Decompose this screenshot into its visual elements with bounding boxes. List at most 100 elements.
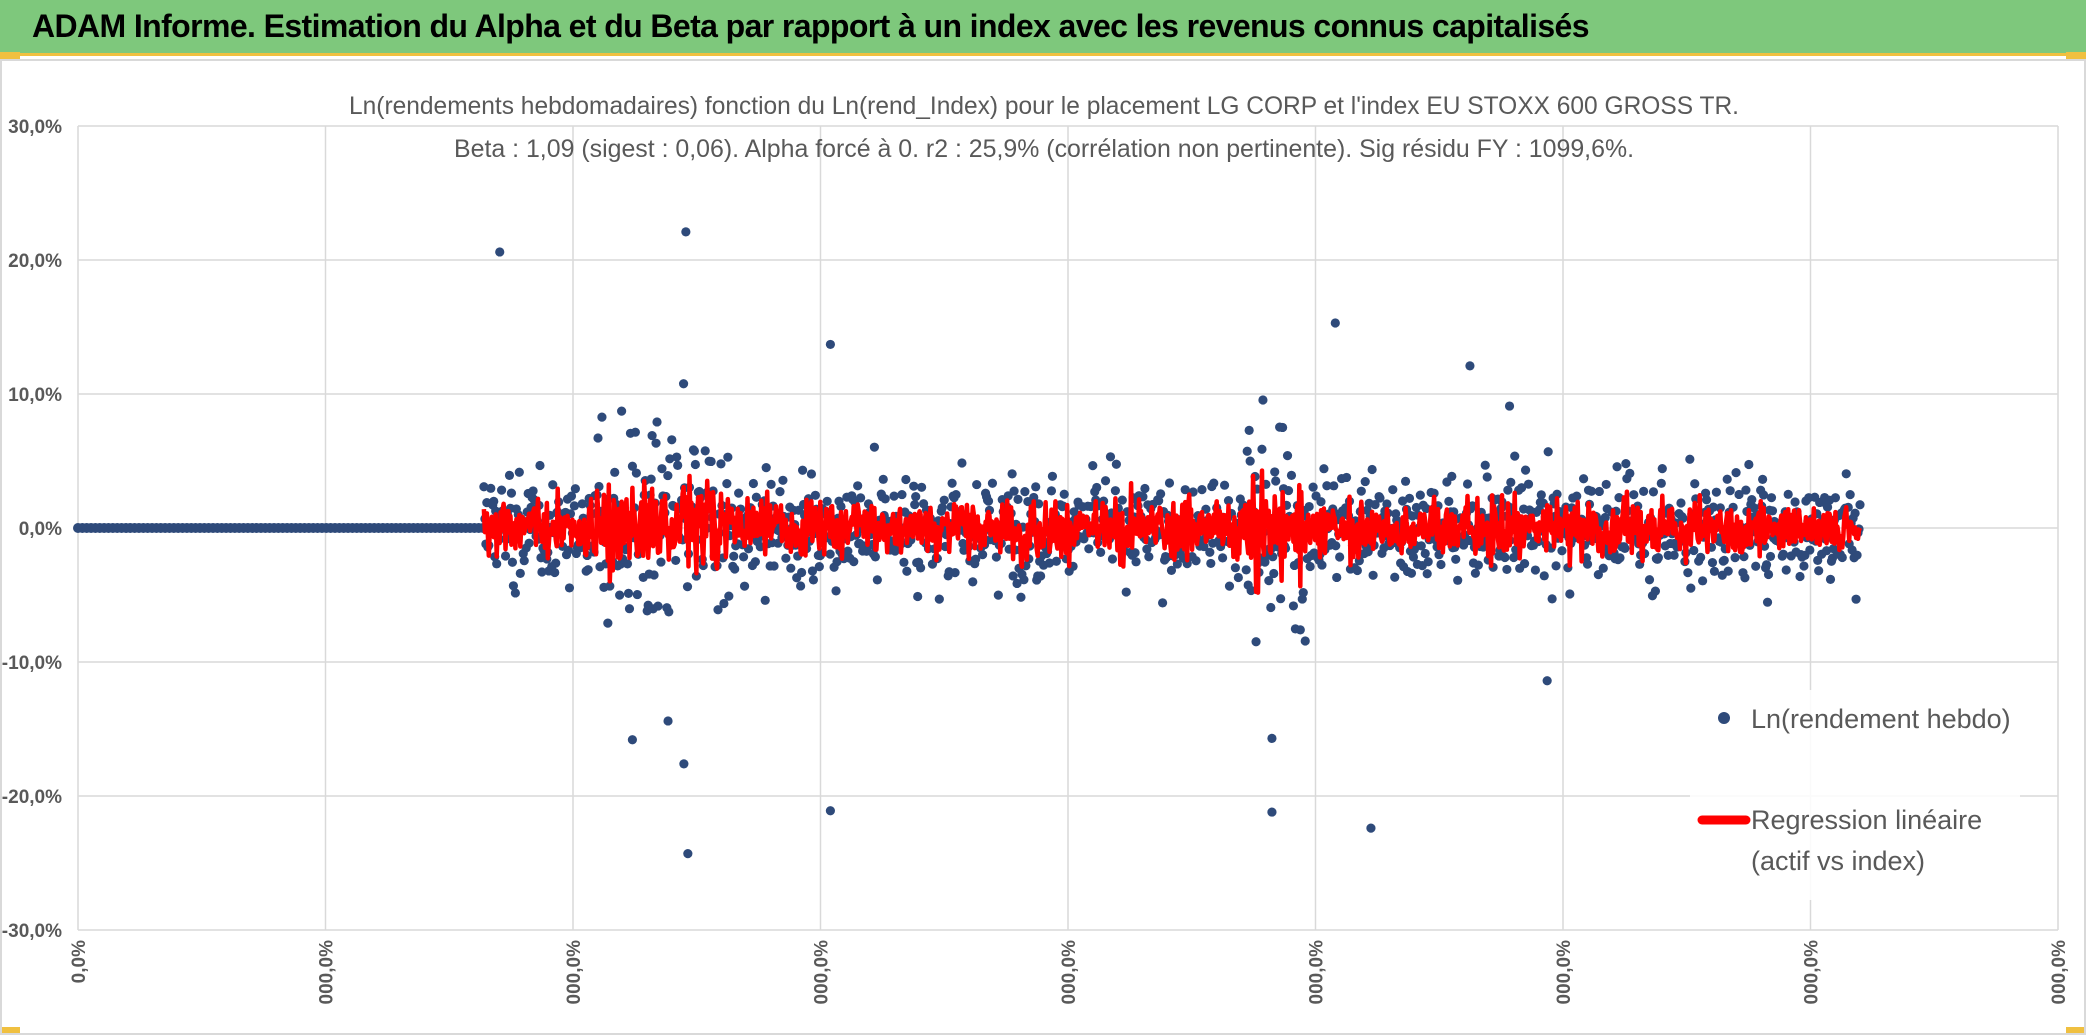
scatter-point [1766,493,1777,503]
scatter-point [1520,465,1531,475]
scatter-point [1283,485,1294,496]
scatter-point [1180,485,1190,495]
scatter-point [913,591,923,602]
scatter-point [853,481,863,491]
scatter-point [1332,572,1342,583]
scatter-point [1822,502,1833,512]
scatter-point [1199,541,1209,552]
scatter-point [1480,460,1490,470]
scatter-point [1759,541,1770,551]
corner-marker-left [0,52,20,60]
scatter-point [1288,601,1299,611]
scatter-point [492,559,502,569]
scatter-point [1329,481,1339,491]
scatter-point [748,478,759,489]
scatter-point [1669,550,1679,560]
scatter-point [630,427,640,437]
scatter-point [889,491,899,501]
scatter-point [510,588,520,598]
scatter-point [1096,547,1106,557]
y-tick-label: 20,0% [8,251,62,272]
scatter-point [713,605,723,615]
scatter-point [1088,461,1098,471]
corner-marker-right [2066,52,2086,60]
scatter-point [1266,602,1276,613]
scatter-point [1415,490,1425,500]
x-tick-label: 000,0% [317,940,338,1005]
scatter-point [806,469,817,479]
scatter-point [1598,563,1608,573]
scatter-point [683,849,693,859]
scatter-point [610,467,620,477]
scatter-point [1367,464,1377,475]
scatter-point [679,759,689,769]
scatter-point [1140,483,1150,494]
scatter-point [1656,478,1666,488]
scatter-point [1758,474,1768,484]
scatter-point [1500,552,1510,563]
scatter-point [971,554,981,564]
report-title: ADAM Informe. Estimation du Alpha et du … [32,8,1590,44]
scatter-point [663,716,673,726]
scatter-point [814,561,824,572]
scatter-point [1421,503,1431,514]
scatter-point [1012,578,1022,589]
scatter-point [1790,497,1800,507]
scatter-point [1741,485,1751,495]
scatter-point [1517,483,1527,493]
scatter-point [1781,565,1791,575]
scatter-point [1267,807,1277,817]
scatter-point [1473,560,1483,570]
scatter-point [700,446,710,456]
scatter-point [775,487,785,497]
scatter-point [1482,472,1492,482]
scatter-point [671,555,681,566]
scatter-point [1709,566,1720,576]
scatter-point [1708,502,1719,512]
scatter-point [652,417,662,427]
scatter-point [1164,478,1175,488]
scatter-point [495,247,505,257]
scatter-point [1390,572,1400,582]
scatter-point [797,567,807,578]
scatter-point [1696,552,1706,563]
x-tick-label: 000,0% [1059,940,1080,1005]
scatter-point [1601,479,1611,490]
scatter-point [1730,553,1740,563]
scatter-point [1799,561,1809,571]
scatter-point [507,557,518,567]
scatter-point [1110,486,1120,496]
y-tick-label: -10,0% [2,653,62,674]
scatter-point [1825,574,1836,584]
scatter-point [1322,481,1332,491]
scatter-point [751,492,761,502]
scatter-point [1142,544,1152,554]
regression-line [481,468,1863,595]
scatter-point [479,482,489,492]
scatter-point [605,581,615,591]
scatter-point [825,806,836,816]
scatter-point [1685,454,1695,464]
scatter-point [1366,823,1376,833]
scatter-point [1300,636,1310,646]
scatter-point [724,591,734,601]
scatter-point [947,478,957,488]
scatter-point [939,495,949,505]
scatter-point [1453,575,1463,585]
scatter-point [1246,585,1256,596]
axes: 30,0% 20,0% 10,0% 0,0% -10,0% -20,0% -30,0% 0,0… [2,117,2070,1004]
scatter-point [1731,468,1741,478]
scatter-point [810,490,820,500]
scatter-point [623,588,634,598]
scatter-point [1578,474,1589,484]
scatter-point [1621,459,1631,469]
legend-label-scatter: Ln(rendement hebdo) [1751,704,2011,734]
chart-subtitle: Beta : 1,09 (sigest : 0,06). Alpha forcé… [454,135,1634,163]
scatter-point [872,575,882,585]
scatter-point [761,463,771,473]
scatter-point [508,581,519,591]
scatter-point [950,567,960,578]
scatter-point [781,553,791,563]
scatter-point [1245,456,1255,466]
scatter-point [1783,489,1793,499]
